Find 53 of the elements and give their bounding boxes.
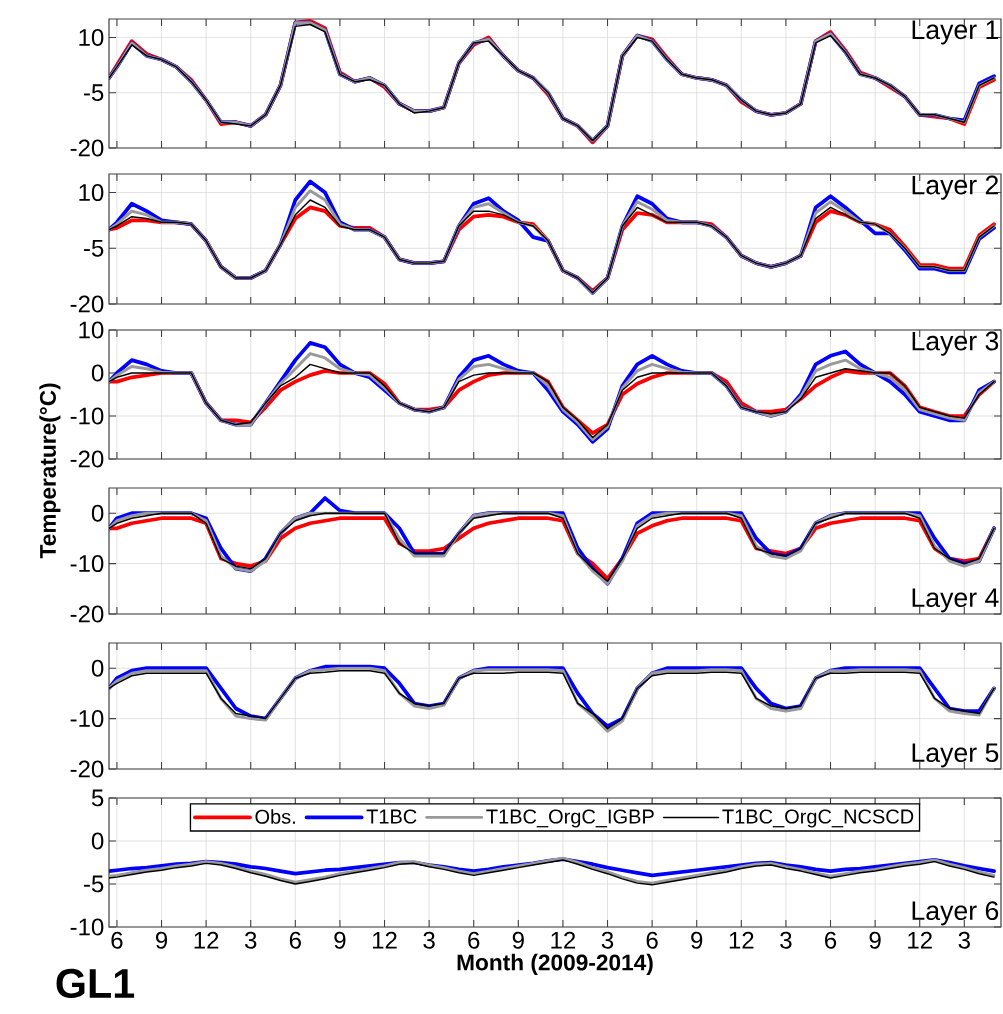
y-tick-label: -5	[84, 84, 104, 102]
y-tick-label: -10	[70, 710, 104, 728]
y-tick-label: -10	[70, 407, 104, 425]
x-tick-label: 9	[334, 931, 346, 949]
y-axis-title: Temperature(°C)	[39, 383, 61, 559]
x-tick-label: 6	[468, 931, 480, 949]
y-tick-label: -10	[70, 918, 104, 936]
x-tick-label: 9	[869, 931, 881, 949]
y-tick-label: -20	[70, 295, 104, 313]
y-tick-label: -20	[70, 760, 104, 778]
annotation: Layer 5	[912, 743, 999, 768]
legend-label: T1BC_OrgC_NCSCD	[722, 809, 914, 828]
x-tick-label: 12	[373, 931, 397, 949]
x-tick-label: 3	[780, 931, 792, 949]
text: GL1	[56, 968, 135, 999]
x-tick-label: 6	[111, 931, 123, 949]
annotation: Layer 3	[912, 331, 999, 356]
y-tick-label: -20	[70, 605, 104, 623]
y-tick-label: 10	[79, 28, 104, 46]
x-tick-label: 6	[289, 931, 301, 949]
annotation: Layer 4	[912, 588, 999, 613]
annotation: Layer 2	[912, 175, 999, 200]
y-tick-label: -5	[84, 875, 104, 893]
x-tick-label: 12	[551, 931, 576, 949]
x-tick-label: 12	[194, 931, 219, 949]
x-tick-label: 9	[512, 931, 524, 949]
y-tick-label: 0	[91, 504, 104, 522]
y-tick-label: -20	[70, 450, 104, 468]
x-tick-label: 3	[958, 931, 970, 949]
y-tick-label: 5	[91, 789, 104, 807]
legend-label: T1BC	[366, 809, 417, 824]
x-tick-label: 3	[423, 931, 435, 949]
y-tick-label: 10	[79, 184, 104, 202]
x-tick-label: 6	[646, 931, 658, 949]
y-tick-label: -20	[70, 139, 104, 157]
y-tick-label: -10	[70, 555, 104, 573]
y-tick-label: -5	[84, 239, 104, 257]
x-axis-title: Month (2009-2014)	[457, 953, 653, 975]
legend-label: T1BC_OrgC_IGBP	[486, 809, 654, 828]
x-tick-label: 12	[729, 931, 754, 949]
x-tick-label: 3	[244, 931, 257, 949]
x-tick-label: 9	[155, 931, 168, 949]
y-tick-label: 0	[91, 832, 104, 850]
annotation: Layer 1	[912, 20, 999, 45]
y-tick-label: 10	[79, 321, 104, 339]
annotation: Layer 6	[912, 901, 999, 926]
x-tick-label: 12	[908, 931, 932, 949]
y-tick-label: 0	[91, 364, 104, 382]
legend-label: Obs.	[255, 809, 295, 824]
x-tick-label: 3	[601, 931, 614, 949]
x-tick-label: 6	[825, 931, 837, 949]
y-tick-label: 0	[91, 659, 104, 677]
x-tick-label: 9	[691, 931, 703, 949]
